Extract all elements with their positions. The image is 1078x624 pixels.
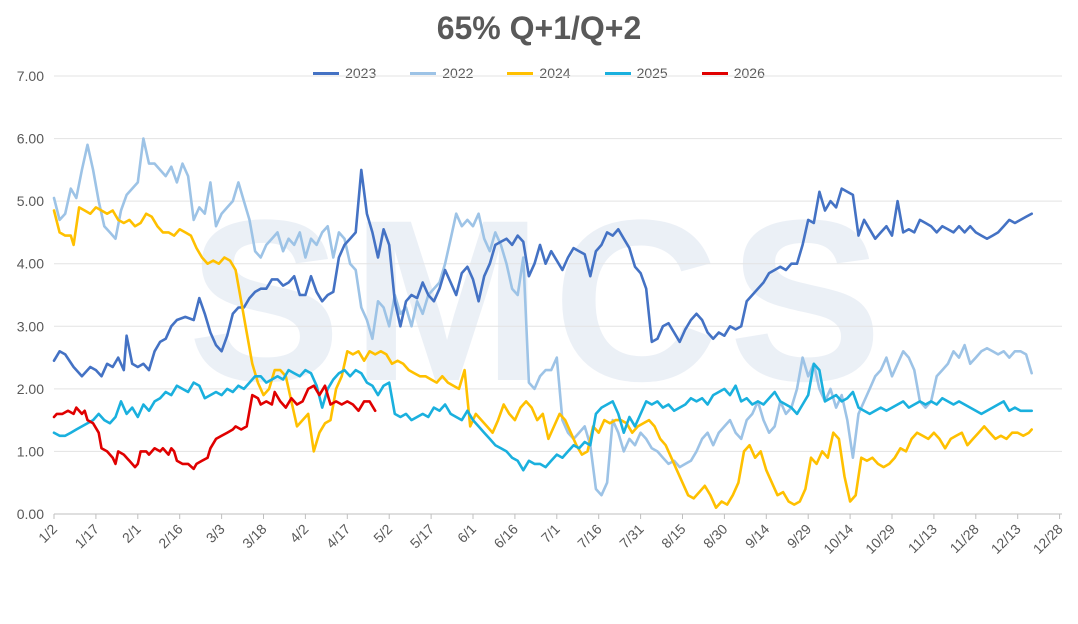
legend-label-2024: 2024 xyxy=(539,65,571,81)
x-tick-label: 7/1 xyxy=(538,521,563,546)
x-tick-label: 10/29 xyxy=(862,521,898,557)
y-tick-label: 1.00 xyxy=(17,443,44,459)
x-tick-label: 1/17 xyxy=(71,521,102,552)
legend-swatch-2024 xyxy=(507,71,534,75)
legend-label-2022: 2022 xyxy=(442,65,474,81)
x-tick-label: 3/3 xyxy=(203,521,228,546)
y-tick-label: 6.00 xyxy=(17,131,44,147)
y-tick-label: 4.00 xyxy=(17,256,44,272)
x-tick-label: 3/18 xyxy=(239,521,270,552)
x-tick-label: 7/16 xyxy=(574,521,605,552)
legend-label-2025: 2025 xyxy=(636,65,668,81)
x-tick-label: 11/13 xyxy=(905,521,941,557)
watermark-text: SMCS xyxy=(188,172,893,429)
legend-item-2023: 2023 xyxy=(313,63,376,83)
series-line-2024 xyxy=(52,206,1033,510)
series-line-2026 xyxy=(52,384,377,471)
watermark: SMCS xyxy=(188,172,893,429)
x-tick-label: 5/2 xyxy=(370,521,395,546)
legend-swatch-2023 xyxy=(313,71,340,75)
x-tick-label: 10/14 xyxy=(820,521,856,557)
x-tick-label: 4/2 xyxy=(286,521,311,546)
y-tick-label: 5.00 xyxy=(17,193,44,209)
x-tick-label: 2/16 xyxy=(155,521,186,552)
legend-item-2026: 2026 xyxy=(701,63,765,83)
x-tick-label: 6/1 xyxy=(454,521,479,546)
y-tick-label: 2.00 xyxy=(17,381,44,397)
x-tick-label: 7/31 xyxy=(616,521,647,552)
x-tick-label: 11/28 xyxy=(947,521,983,557)
x-tick-label: 9/29 xyxy=(784,521,815,552)
legend-label-2026: 2026 xyxy=(733,65,765,81)
x-tick-label: 9/14 xyxy=(742,521,773,552)
x-tick-label: 6/16 xyxy=(490,521,521,552)
y-tick-label: 7.00 xyxy=(17,68,44,84)
legend-swatch-2022 xyxy=(410,71,437,75)
legend-item-2024: 2024 xyxy=(507,63,571,83)
legend-swatch-2025 xyxy=(604,71,631,75)
legend-swatch-2026 xyxy=(701,71,728,75)
chart-title: 65% Q+1/Q+2 xyxy=(436,10,642,46)
series-line-2022 xyxy=(52,137,1033,497)
x-tick-label: 1/2 xyxy=(35,521,60,546)
series-lines xyxy=(52,137,1033,510)
legend-label-2023: 2023 xyxy=(345,65,377,81)
series-line-2025 xyxy=(52,362,1033,472)
legend-item-2025: 2025 xyxy=(604,63,668,83)
x-tick-label: 12/28 xyxy=(1030,521,1066,557)
y-tick-label: 3.00 xyxy=(17,318,44,334)
x-tick-label: 4/17 xyxy=(323,521,354,552)
x-tick-label: 12/13 xyxy=(988,521,1024,557)
series-line-2023 xyxy=(52,168,1033,378)
x-tick-label: 5/17 xyxy=(407,521,438,552)
x-tick-label: 8/30 xyxy=(700,521,731,552)
legend-item-2022: 2022 xyxy=(410,63,473,83)
x-tick-label: 8/15 xyxy=(658,521,689,552)
y-tick-label: 0.00 xyxy=(17,506,44,522)
x-tick-label: 2/1 xyxy=(119,521,144,546)
legend: 2023 2022 2024 2025 2026 xyxy=(0,63,1078,83)
